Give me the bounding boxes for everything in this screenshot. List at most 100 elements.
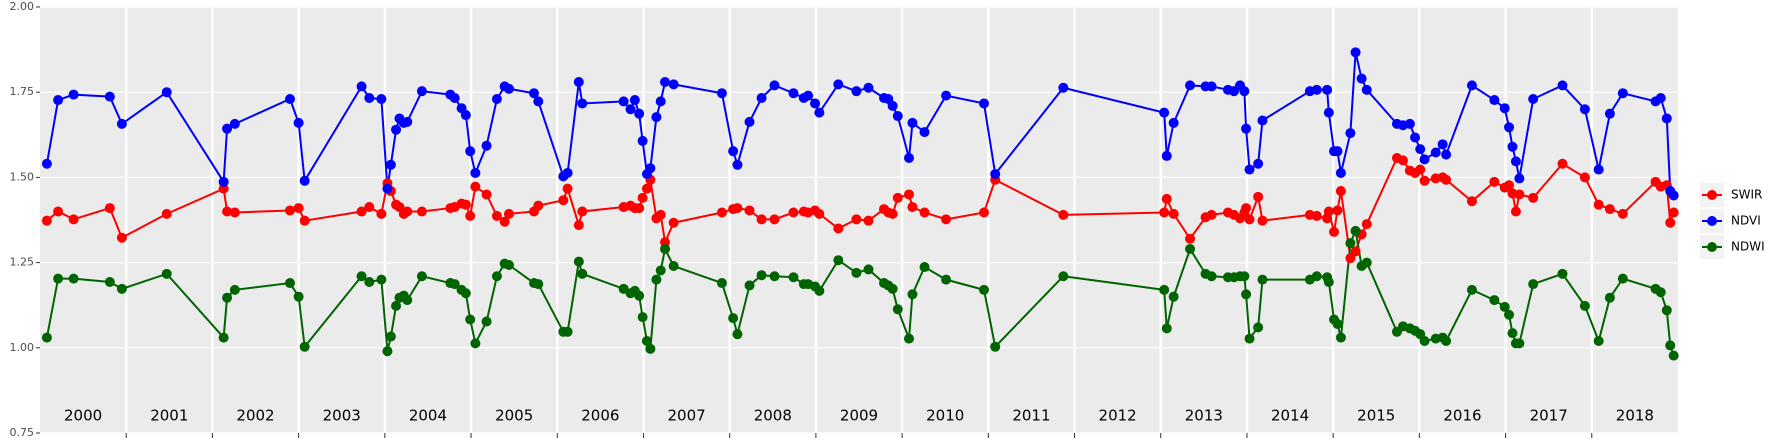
data-point xyxy=(1323,206,1334,217)
data-point xyxy=(651,112,662,123)
data-point xyxy=(732,159,743,170)
data-point xyxy=(1361,257,1372,268)
year-label: 2009 xyxy=(840,407,878,425)
data-point xyxy=(481,140,492,151)
data-point xyxy=(1617,88,1628,99)
data-point xyxy=(1335,167,1346,178)
data-point xyxy=(979,207,990,218)
data-point xyxy=(732,203,743,214)
data-point xyxy=(1466,284,1477,295)
data-point xyxy=(1345,238,1356,249)
data-point xyxy=(1404,118,1415,129)
data-point xyxy=(562,167,573,178)
data-point xyxy=(892,304,903,315)
year-label: 2008 xyxy=(754,407,792,425)
data-point xyxy=(1161,323,1172,334)
data-point xyxy=(851,214,862,225)
data-point xyxy=(470,338,481,349)
data-point xyxy=(1504,180,1515,191)
year-label: 2005 xyxy=(495,407,533,425)
data-point xyxy=(104,203,115,214)
legend-label: NDVI xyxy=(1731,214,1761,228)
data-point xyxy=(1206,81,1217,92)
data-point xyxy=(1437,139,1448,150)
data-point xyxy=(449,92,460,103)
data-point xyxy=(1350,47,1361,58)
legend-marker xyxy=(1707,190,1717,200)
data-point xyxy=(904,333,915,344)
data-point xyxy=(68,273,79,284)
data-point xyxy=(416,271,427,282)
data-point xyxy=(293,203,304,214)
data-point xyxy=(769,214,780,225)
data-point xyxy=(1617,273,1628,284)
data-point xyxy=(833,79,844,90)
data-point xyxy=(1617,208,1628,219)
data-point xyxy=(1668,350,1679,361)
data-point xyxy=(1361,219,1372,230)
year-label: 2014 xyxy=(1271,407,1309,425)
data-point xyxy=(1168,117,1179,128)
data-point xyxy=(1410,132,1421,143)
data-point xyxy=(1244,333,1255,344)
data-point xyxy=(618,96,629,107)
data-point xyxy=(887,208,898,219)
data-point xyxy=(637,135,648,146)
data-point xyxy=(1510,206,1521,217)
y-tick-label: 1.25 xyxy=(10,256,35,269)
data-point xyxy=(1168,208,1179,219)
data-point xyxy=(907,202,918,213)
data-point xyxy=(728,146,739,157)
data-point xyxy=(1528,279,1539,290)
data-point xyxy=(470,181,481,192)
y-tick-label: 1.00 xyxy=(10,341,35,354)
data-point xyxy=(629,95,640,106)
data-point xyxy=(1514,189,1525,200)
data-point xyxy=(1206,209,1217,220)
data-point xyxy=(1665,217,1676,228)
data-point xyxy=(460,288,471,299)
data-point xyxy=(1441,335,1452,346)
data-point xyxy=(1185,80,1196,91)
data-point xyxy=(356,206,367,217)
data-point xyxy=(756,92,767,103)
data-point xyxy=(716,88,727,99)
data-point xyxy=(299,175,310,186)
data-point xyxy=(1159,107,1170,118)
data-point xyxy=(833,255,844,266)
data-point xyxy=(887,100,898,111)
data-point xyxy=(1466,196,1477,207)
year-label: 2018 xyxy=(1616,407,1654,425)
data-point xyxy=(1329,226,1340,237)
year-label: 2003 xyxy=(323,407,361,425)
data-point xyxy=(299,341,310,352)
data-point xyxy=(756,214,767,225)
year-label: 2016 xyxy=(1443,407,1481,425)
data-point xyxy=(533,200,544,211)
data-point xyxy=(1504,122,1515,133)
data-point xyxy=(1593,164,1604,175)
data-point xyxy=(1241,289,1252,300)
year-label: 2017 xyxy=(1530,407,1568,425)
data-point xyxy=(503,208,514,219)
data-point xyxy=(833,223,844,234)
legend-label: SWIR xyxy=(1731,188,1762,202)
data-point xyxy=(465,146,476,157)
data-point xyxy=(1466,80,1477,91)
data-point xyxy=(907,117,918,128)
data-point xyxy=(1058,271,1069,282)
data-point xyxy=(814,285,825,296)
data-point xyxy=(634,290,645,301)
legend-marker xyxy=(1707,242,1717,252)
data-point xyxy=(391,300,402,311)
data-point xyxy=(1604,204,1615,215)
data-point xyxy=(1419,335,1430,346)
data-point xyxy=(285,205,296,216)
data-point xyxy=(655,265,666,276)
data-point xyxy=(41,332,52,343)
data-point xyxy=(218,176,229,187)
data-point xyxy=(402,295,413,306)
data-point xyxy=(1557,158,1568,169)
data-point xyxy=(788,272,799,283)
data-point xyxy=(744,116,755,127)
